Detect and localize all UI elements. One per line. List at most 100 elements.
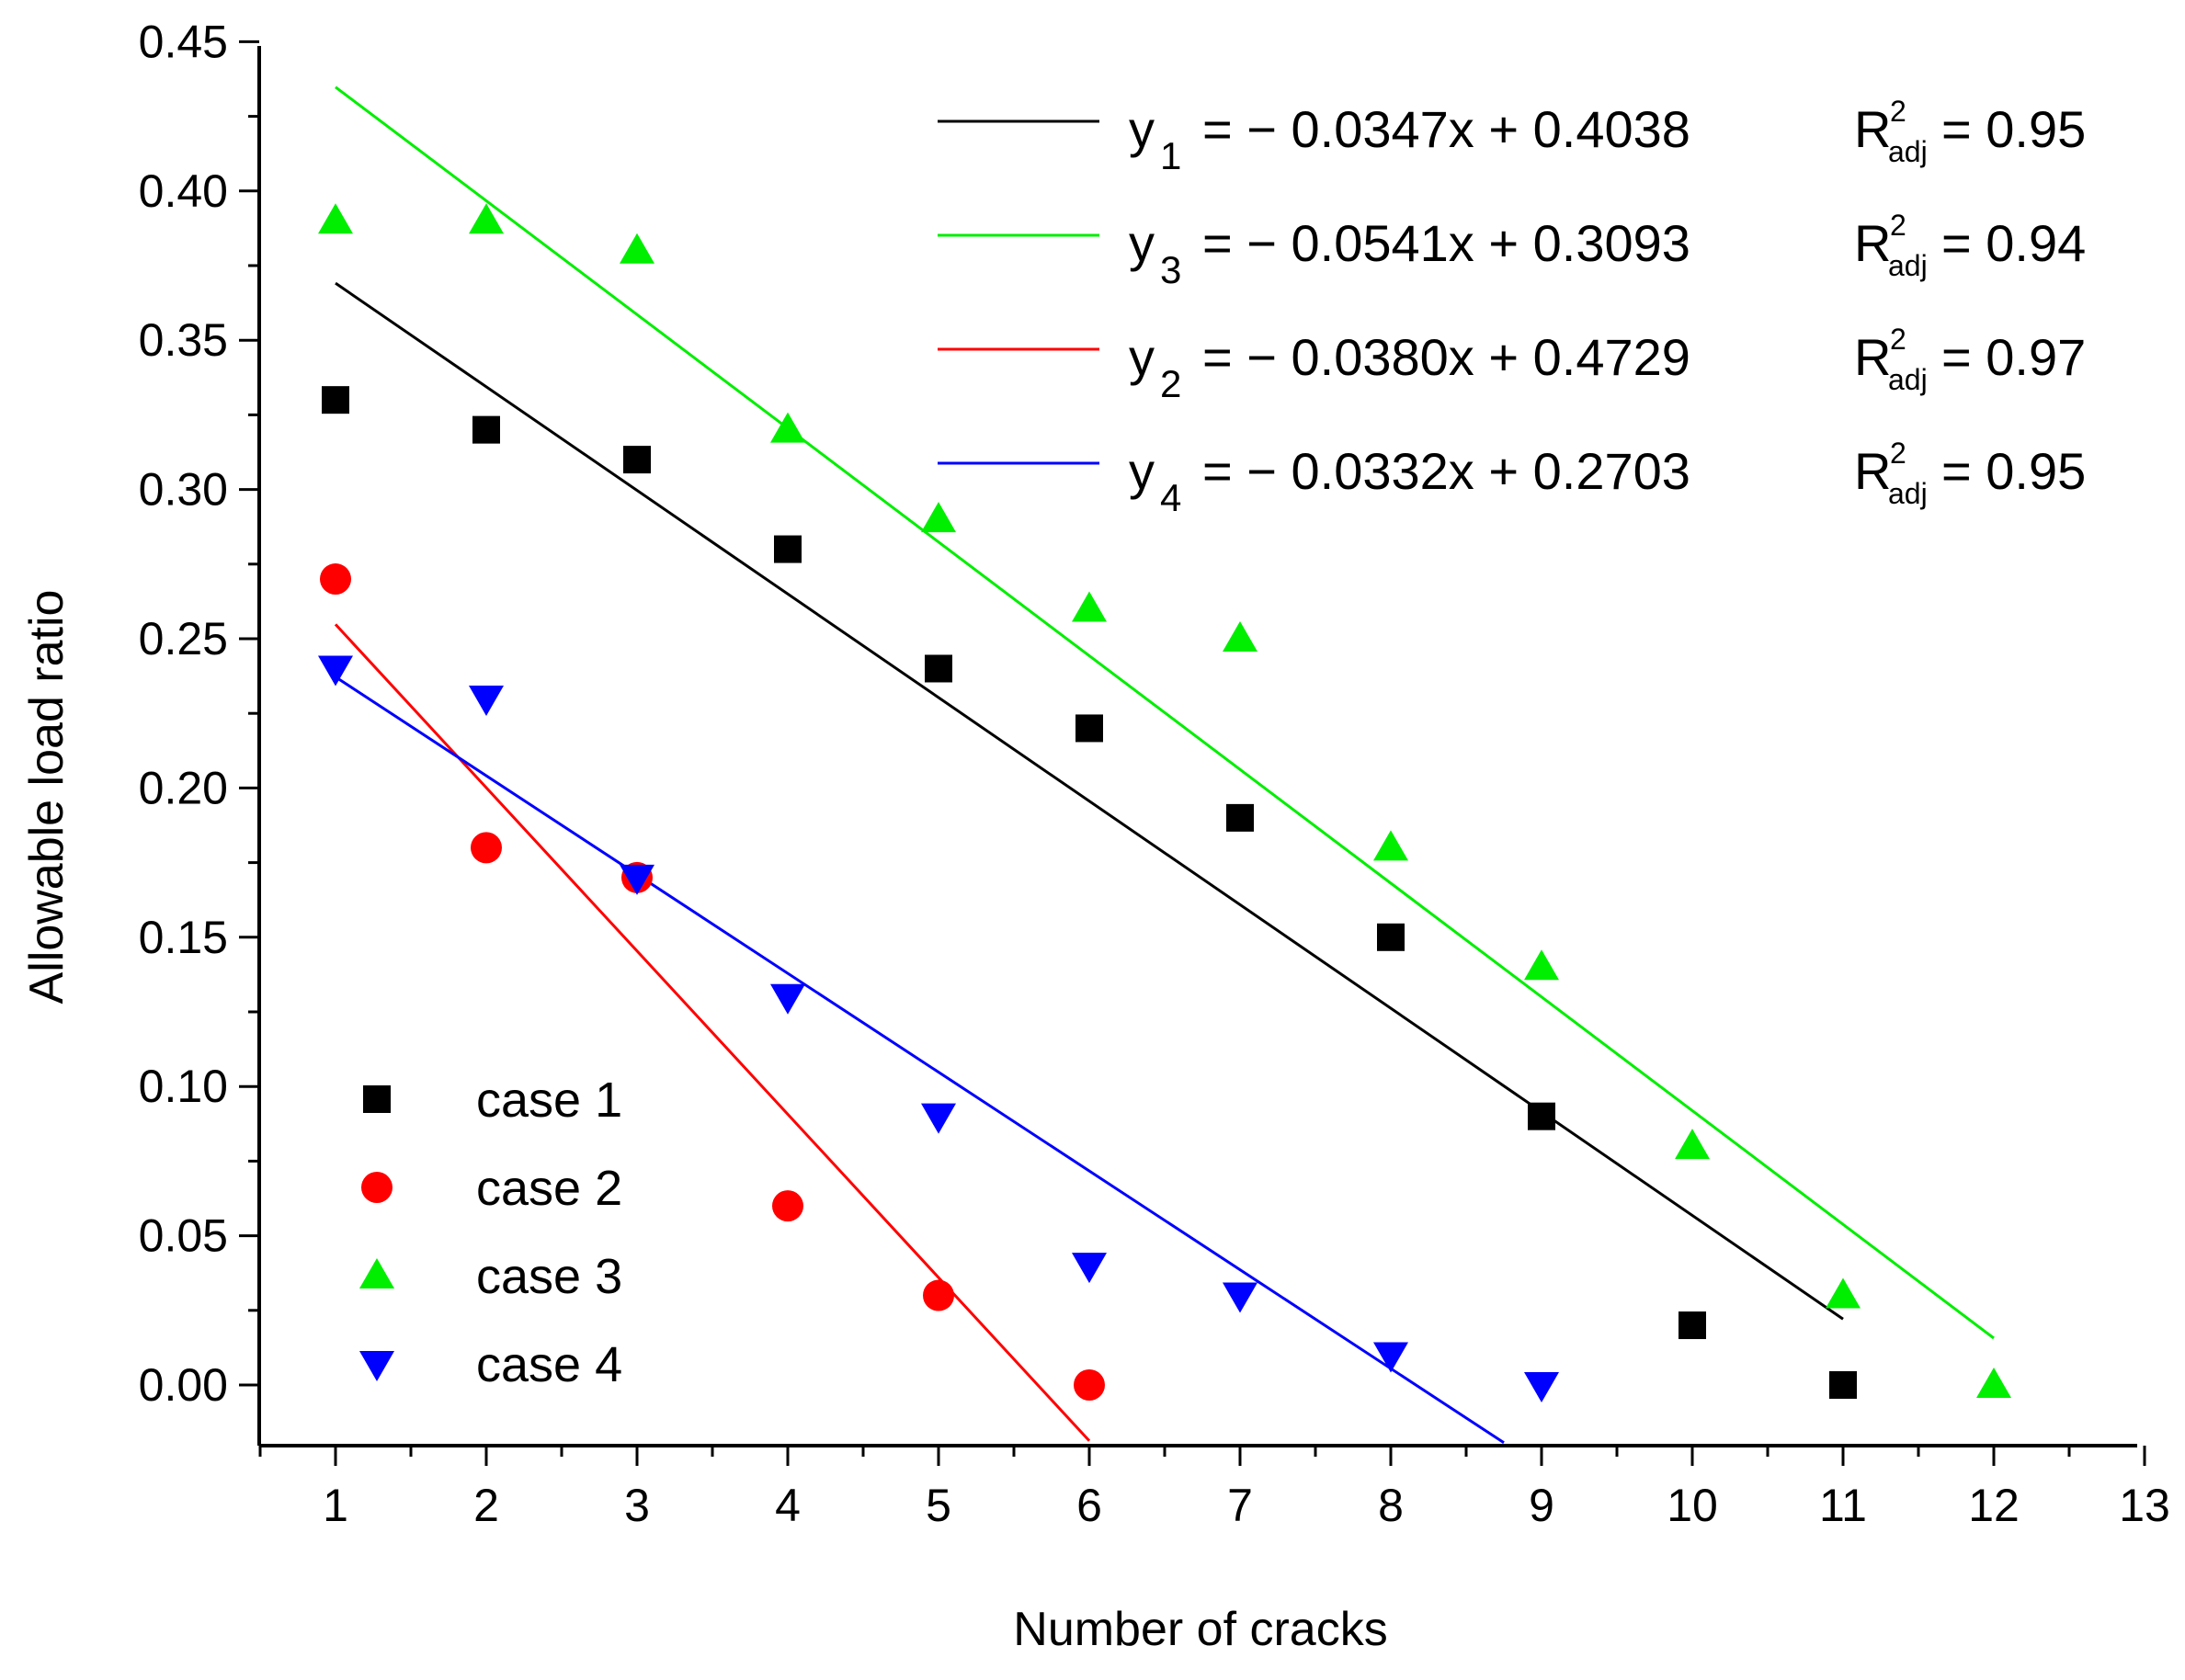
y-tick-label: 0.30	[139, 464, 228, 516]
point-case-3	[1373, 830, 1408, 861]
fit-legend-y-y3: y	[1129, 214, 1155, 272]
fit-legend-y-y4: y	[1129, 442, 1155, 500]
point-case-4	[469, 685, 504, 716]
x-tick-label: 3	[624, 1480, 650, 1531]
fit-line-y1	[335, 281, 1844, 1321]
fit-legend-equation-y4: = − 0.0332x + 0.2703	[1202, 442, 1690, 500]
x-tick-label: 7	[1227, 1480, 1253, 1531]
fit-legend-r-y3: R	[1854, 214, 1891, 272]
point-case-4	[1373, 1342, 1408, 1373]
data-points	[318, 203, 2011, 1402]
point-case-4	[1072, 1253, 1107, 1284]
legend-label-case-3: case 3	[476, 1249, 622, 1304]
fit-legend-sub-y3: 3	[1160, 248, 1181, 291]
fit-legend-r-y1: R	[1854, 100, 1891, 158]
legend-marker-case-2	[361, 1172, 393, 1203]
fit-line-y4	[335, 675, 1505, 1445]
fit-legend-sub-y1: 1	[1160, 134, 1181, 177]
point-case-2	[471, 832, 502, 864]
fit-legend-y-y1: y	[1129, 100, 1155, 158]
fit-legend-sub-y2: 2	[1160, 362, 1181, 405]
point-case-1	[1075, 714, 1103, 743]
y-tick-label: 0.45	[139, 16, 228, 67]
point-case-4	[921, 1103, 956, 1134]
point-case-4	[770, 983, 805, 1015]
legend-label-case-1: case 1	[476, 1073, 622, 1128]
x-tick-label: 11	[1819, 1480, 1867, 1531]
y-tick-label: 0.00	[139, 1359, 228, 1411]
point-case-3	[1223, 621, 1258, 652]
point-case-3	[921, 502, 956, 533]
point-case-1	[472, 415, 500, 444]
point-case-1	[623, 446, 651, 474]
x-tick-label: 8	[1378, 1480, 1404, 1531]
fit-legend-r-y2: R	[1854, 328, 1891, 386]
legend: case 1 case 2 case 3 case 4	[359, 1073, 622, 1392]
y-tick-label: 0.05	[139, 1210, 228, 1262]
fit-legend-equation-y3: = − 0.0541x + 0.3093	[1202, 214, 1690, 272]
fit-legend-sub-y4: 4	[1160, 476, 1181, 519]
axes: 1 2 3 4 5 6 7 8 9 10 11 12 130.000.050.100.150.200.2…	[139, 16, 2170, 1531]
fit-legend-r-sub-y3: adj	[1888, 249, 1928, 282]
x-tick-label: 12	[1968, 1480, 2020, 1531]
point-case-3	[1072, 591, 1107, 622]
point-case-1	[322, 386, 349, 414]
point-case-1	[1679, 1311, 1706, 1340]
y-tick-label: 0.40	[139, 165, 228, 217]
point-case-4	[1524, 1372, 1559, 1402]
point-case-3	[620, 233, 654, 264]
legend-label-case-4: case 4	[476, 1337, 622, 1392]
legend-label-case-2: case 2	[476, 1161, 622, 1216]
fit-legend-r2-y1: = 0.95	[1941, 100, 2086, 158]
x-tick-label: 6	[1076, 1480, 1102, 1531]
point-case-1	[925, 654, 952, 683]
y-tick-label: 0.25	[139, 613, 228, 664]
x-tick-label: 5	[926, 1480, 951, 1531]
fit-legend-equation-y1: = − 0.0347x + 0.4038	[1202, 100, 1690, 158]
fit-legend-r-y4: R	[1854, 442, 1891, 500]
y-tick-label: 0.20	[139, 762, 228, 813]
point-case-1	[1377, 923, 1405, 951]
x-tick-label: 1	[323, 1480, 348, 1531]
x-tick-label: 13	[2119, 1480, 2170, 1531]
point-case-3	[1675, 1129, 1710, 1160]
fit-legend-r-sup-y4: 2	[1890, 437, 1906, 470]
point-case-3	[1976, 1368, 2011, 1398]
fit-legend-r2-y2: = 0.97	[1941, 328, 2086, 386]
point-case-1	[1528, 1102, 1555, 1130]
point-case-4	[318, 655, 353, 687]
point-case-4	[620, 864, 654, 895]
y-tick-label: 0.35	[139, 314, 228, 366]
legend-marker-case-3	[359, 1258, 394, 1288]
point-case-3	[770, 412, 805, 443]
fit-legend-r-sup-y2: 2	[1890, 323, 1906, 356]
point-case-2	[923, 1279, 954, 1311]
fit-legend-r2-y3: = 0.94	[1941, 214, 2086, 272]
point-case-2	[320, 563, 351, 596]
fit-lines	[334, 85, 1995, 1445]
fit-legend-r-sub-y4: adj	[1888, 477, 1928, 510]
x-tick-label: 2	[473, 1480, 499, 1531]
y-tick-label: 0.10	[139, 1061, 228, 1112]
point-case-3	[469, 203, 504, 234]
fit-legend-r-sub-y2: adj	[1888, 363, 1928, 396]
fit-legend-r-sub-y1: adj	[1888, 135, 1928, 168]
fit-legend-r2-y4: = 0.95	[1941, 442, 2086, 500]
point-case-2	[772, 1190, 803, 1222]
fit-legend-equation-y2: = − 0.0380x + 0.4729	[1202, 328, 1690, 386]
x-tick-label: 9	[1529, 1480, 1554, 1531]
point-case-3	[1524, 949, 1559, 981]
y-axis-label: Allowable load ratio	[20, 590, 74, 1005]
legend-marker-case-4	[359, 1351, 394, 1381]
x-axis-label: Number of cracks	[1013, 1603, 1387, 1656]
point-case-4	[1223, 1282, 1258, 1313]
point-case-1	[1226, 803, 1254, 832]
point-case-3	[318, 203, 353, 234]
fit-legend-r-sup-y1: 2	[1890, 95, 1906, 128]
x-tick-label: 4	[775, 1480, 801, 1531]
fit-legend-r-sup-y3: 2	[1890, 209, 1906, 242]
fit-line-y2	[334, 623, 1091, 1442]
